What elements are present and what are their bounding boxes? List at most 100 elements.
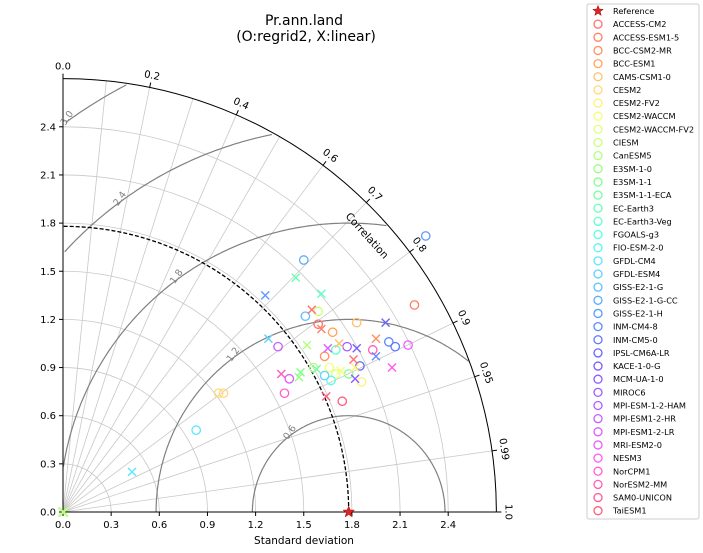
legend-label: FIO-ESM-2-0	[613, 243, 664, 253]
legend-marker-circle	[593, 427, 603, 437]
legend: Reference ACCESS-CM2 ACCESS-ESM1-5 BCC-CSM2…	[586, 3, 700, 520]
legend-label: E3SM-1-1	[613, 177, 652, 187]
rms-contour	[62, 222, 387, 467]
model-point-circle	[324, 362, 335, 373]
y-tick-label: 1.8	[40, 219, 56, 230]
legend-marker-circle	[593, 58, 603, 69]
correlation-tick-label: 0.95	[477, 361, 494, 386]
y-tick-label: 0.0	[40, 508, 56, 519]
legend-marker-circle	[593, 19, 603, 29]
y-tick-label: 0.9	[40, 363, 56, 374]
correlation-grid-line	[62, 98, 194, 513]
legend-marker-circle	[593, 111, 603, 121]
legend-marker-circle	[593, 506, 603, 516]
correlation-tick	[409, 248, 414, 253]
legend-label: MCM-UA-1-0	[613, 374, 664, 384]
legend-marker-circle	[593, 440, 603, 450]
legend-label: MPI-ESM1-2-LR	[613, 427, 675, 437]
legend-label: EC-Earth3	[613, 203, 654, 213]
std-grid-arc	[62, 367, 208, 513]
correlation-tick-label: 0.2	[143, 69, 161, 83]
legend-marker-circle	[593, 177, 603, 187]
model-point-circle	[298, 255, 309, 265]
legend-marker-circle	[593, 216, 603, 227]
legend-label: MPI-ESM-1-2-HAM	[613, 401, 686, 411]
legend-label: SAM0-UNICON	[613, 493, 672, 503]
legend-marker-circle	[593, 190, 603, 200]
model-point-circle	[326, 375, 336, 386]
correlation-grid-line	[62, 165, 324, 513]
legend-marker-circle	[593, 164, 603, 174]
correlation-tick	[322, 161, 327, 166]
x-tick-label: 1.5	[296, 520, 312, 531]
correlation-tick	[365, 198, 371, 203]
x-tick-label: 0.0	[55, 520, 71, 531]
y-tick-label: 1.2	[40, 315, 56, 326]
model-point-cross	[321, 391, 331, 401]
y-tick-label: 2.4	[40, 122, 56, 133]
label-layer: 0.61.21.82.43.00.0 0.3 0.6 0.9 1.2 1.5 1.8 2.1 2…	[40, 62, 513, 531]
legend-marker-circle	[593, 479, 603, 490]
model-point-cross	[302, 340, 312, 350]
model-point-cross	[307, 305, 317, 315]
x-axis-label: Standard deviation	[254, 535, 354, 547]
std-grid-arc	[62, 126, 449, 513]
legend-label: TaiESM1	[612, 506, 647, 516]
std-grid-arc	[62, 222, 353, 513]
legend-label: FGOALS-g3	[613, 230, 659, 240]
correlation-grid-line	[62, 136, 281, 513]
legend-label: GISS-E2-1-G-CC	[613, 295, 678, 305]
model-point-cross	[349, 355, 358, 365]
legend-label: MPI-ESM1-2-HR	[613, 414, 676, 424]
legend-label: EC-Earth3-Veg	[613, 216, 672, 226]
std-grid-arc	[62, 463, 112, 513]
correlation-grid-line	[62, 376, 475, 513]
std-grid-arc	[62, 319, 256, 513]
legend-marker-circle	[593, 150, 603, 161]
legend-label: E3SM-1-1-ECA	[613, 190, 672, 200]
y-tick-label: 0.3	[40, 459, 56, 470]
correlation-axis-label: Correlation	[343, 211, 391, 262]
model-point-circle	[409, 300, 420, 310]
rms-contour-label: 1.8	[168, 267, 186, 286]
legend-label: CESM2-WACCM	[613, 111, 676, 121]
model-point-cross	[323, 343, 333, 353]
model-point-cross	[350, 374, 360, 384]
legend-label: INM-CM4-8	[613, 322, 658, 332]
correlation-tick-label: 0.9	[455, 309, 472, 328]
model-point-circle	[313, 319, 324, 330]
std-grid-arc	[62, 174, 401, 513]
model-point-circle	[356, 377, 367, 387]
correlation-tick	[491, 449, 498, 452]
y-tick-label: 0.6	[40, 411, 56, 422]
legend-marker-circle	[593, 137, 603, 148]
x-tick-label: 0.9	[199, 520, 215, 531]
correlation-tick-label: 0.0	[55, 62, 71, 73]
correlation-grid-line	[62, 322, 454, 513]
legend-marker-circle	[593, 348, 603, 358]
model-point-circle	[279, 388, 290, 399]
model-point-cross	[294, 372, 304, 382]
legend-label: CIESM	[613, 138, 639, 148]
correlation-grid-line	[62, 450, 493, 513]
legend-label: GFDL-CM4	[613, 256, 656, 266]
correlation-tick	[149, 82, 152, 88]
model-point-circle	[351, 317, 362, 328]
points-layer	[57, 231, 431, 518]
model-point-circle	[390, 341, 401, 352]
legend-marker-circle	[593, 321, 603, 332]
legend-frame	[586, 3, 700, 520]
correlation-tick	[452, 320, 458, 324]
legend-marker-circle	[593, 374, 603, 384]
model-point-cross	[296, 367, 306, 377]
rms-contour-label: 3.0	[59, 109, 77, 128]
legend-label: MIROC6	[613, 387, 646, 397]
legend-marker-circle	[593, 282, 603, 292]
model-point-circle	[355, 361, 365, 371]
legend-marker-circle	[593, 256, 603, 266]
correlation-tick-label: 0.8	[410, 235, 428, 254]
std-grid-arc	[62, 78, 497, 513]
legend-marker-circle	[593, 85, 603, 95]
correlation-tick-label: 0.99	[496, 437, 510, 461]
legend-label: KACE-1-0-G	[613, 361, 661, 371]
